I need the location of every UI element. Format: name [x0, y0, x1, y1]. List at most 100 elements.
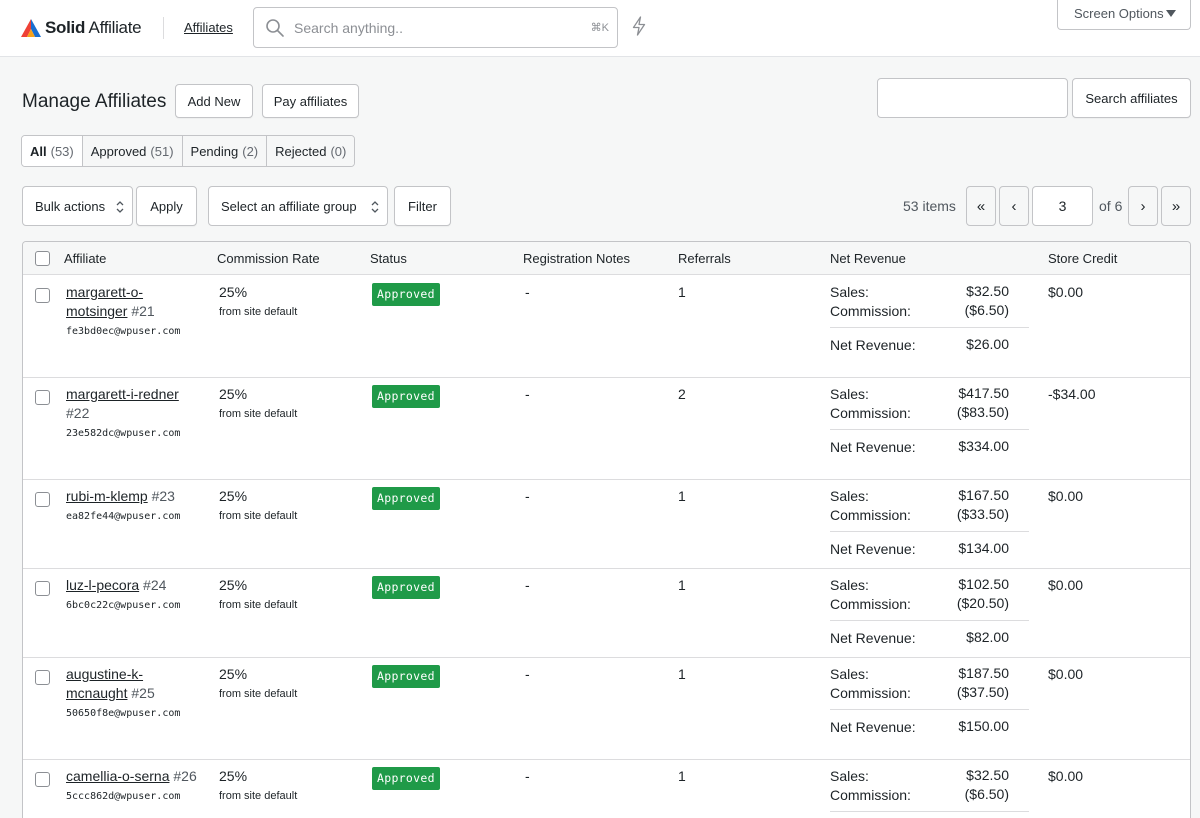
affiliate-name-link[interactable]: margarett-i-redner: [66, 386, 179, 402]
table-row: rubi-m-klemp #23 ea82fe44@wpuser.com 25%…: [23, 480, 1190, 569]
affiliate-name-link[interactable]: motsinger: [66, 303, 128, 319]
status-badge: Approved: [372, 283, 440, 306]
column-store-credit[interactable]: Store Credit: [1048, 251, 1118, 266]
first-page-button[interactable]: «: [966, 186, 996, 226]
search-affiliates-button[interactable]: Search affiliates: [1072, 78, 1191, 118]
affiliate-name-cell: rubi-m-klemp #23: [66, 487, 216, 506]
affiliate-name-link[interactable]: augustine-k-: [66, 666, 144, 682]
row-checkbox[interactable]: [35, 492, 50, 507]
commission-rate-source: from site default: [219, 408, 298, 420]
sales-amount: $417.50: [958, 385, 1009, 401]
column-affiliate[interactable]: Affiliate: [64, 251, 107, 266]
column-registration-notes[interactable]: Registration Notes: [523, 251, 630, 266]
status-filter-tabs: All (53) Approved (51) Pending (2) Rejected…: [21, 135, 356, 167]
commission-label: Commission:: [830, 787, 911, 803]
affiliate-group-select[interactable]: Select an affiliate group: [208, 186, 388, 226]
column-net-revenue[interactable]: Net Revenue: [830, 251, 906, 266]
nav-affiliates-link[interactable]: Affiliates: [184, 20, 233, 35]
select-all-checkbox[interactable]: [35, 251, 50, 266]
net-revenue-label: Net Revenue:: [830, 439, 916, 455]
select-arrows-icon: [371, 201, 379, 213]
affiliate-email: 6bc0c22c@wpuser.com: [66, 600, 181, 611]
select-arrows-icon: [116, 201, 124, 213]
status-badge: Approved: [372, 385, 440, 408]
bulk-actions-select[interactable]: Bulk actions: [22, 186, 133, 226]
affiliate-email: 50650f8e@wpuser.com: [66, 708, 181, 719]
sales-label: Sales:: [830, 577, 869, 593]
brand-logo[interactable]: Solid Affiliate: [20, 17, 142, 39]
search-input[interactable]: [294, 17, 574, 39]
table-header: Affiliate Commission Rate Status Registr…: [23, 242, 1190, 275]
commission-label: Commission:: [830, 596, 911, 612]
affiliate-name-link[interactable]: camellia-o-serna: [66, 768, 170, 784]
affiliate-name-cell: camellia-o-serna #26: [66, 767, 216, 786]
next-page-button[interactable]: ›: [1128, 186, 1158, 226]
screen-options-label: Screen Options: [1074, 6, 1164, 21]
column-status[interactable]: Status: [370, 251, 407, 266]
referrals-count: 1: [678, 768, 686, 784]
commission-amount: ($6.50): [964, 786, 1009, 802]
net-revenue-label: Net Revenue:: [830, 541, 916, 557]
status-badge: Approved: [372, 576, 440, 599]
net-revenue-amount: $150.00: [958, 718, 1009, 734]
sales-label: Sales:: [830, 768, 869, 784]
table-row: margarett-o- motsinger #21 fe3bd0ec@wpus…: [23, 276, 1190, 378]
apply-button[interactable]: Apply: [136, 186, 197, 226]
affiliate-name-link[interactable]: margarett-o-: [66, 284, 144, 300]
bulk-actions-label: Bulk actions: [35, 198, 106, 214]
status-badge: Approved: [372, 767, 440, 790]
lightning-icon[interactable]: [631, 16, 647, 36]
row-checkbox[interactable]: [35, 670, 50, 685]
brand-name: Solid Affiliate: [45, 18, 142, 37]
net-revenue-amount: $334.00: [958, 438, 1009, 454]
registration-notes: -: [525, 386, 530, 402]
pay-affiliates-button[interactable]: Pay affiliates: [262, 84, 359, 118]
store-credit: $0.00: [1048, 488, 1084, 504]
affiliate-name-link[interactable]: mcnaught: [66, 685, 128, 701]
commission-rate-source: from site default: [219, 790, 298, 802]
affiliate-email: 23e582dc@wpuser.com: [66, 428, 181, 439]
row-checkbox[interactable]: [35, 288, 50, 303]
store-credit: -$34.00: [1048, 386, 1096, 402]
current-page-input[interactable]: [1032, 186, 1093, 226]
affiliate-name-cell: margarett-o- motsinger #21: [66, 283, 186, 321]
affiliate-name-link[interactable]: luz-l-pecora: [66, 577, 140, 593]
global-search[interactable]: ⌘K: [253, 7, 618, 48]
table-row: augustine-k- mcnaught #25 50650f8e@wpuse…: [23, 658, 1190, 760]
store-credit: $0.00: [1048, 768, 1084, 784]
screen-options-button[interactable]: Screen Options: [1057, 0, 1191, 30]
table-row: margarett-i-redner #22 23e582dc@wpuser.c…: [23, 378, 1190, 480]
column-referrals[interactable]: Referrals: [678, 251, 731, 266]
row-checkbox[interactable]: [35, 390, 50, 405]
registration-notes: -: [525, 768, 530, 784]
referrals-count: 1: [678, 577, 686, 593]
store-credit: $0.00: [1048, 666, 1084, 682]
row-checkbox[interactable]: [35, 772, 50, 787]
affiliate-name-link[interactable]: rubi-m-klemp: [66, 488, 148, 504]
sales-amount: $32.50: [966, 283, 1009, 299]
tab-approved[interactable]: Approved (51): [82, 136, 183, 166]
net-revenue-label: Net Revenue:: [830, 337, 916, 353]
table-row: luz-l-pecora #24 6bc0c22c@wpuser.com 25%…: [23, 569, 1190, 658]
store-credit: $0.00: [1048, 284, 1084, 300]
tab-all[interactable]: All (53): [22, 136, 83, 166]
add-new-button[interactable]: Add New: [175, 84, 253, 118]
column-commission-rate[interactable]: Commission Rate: [217, 251, 320, 266]
tab-pending[interactable]: Pending (2): [182, 136, 268, 166]
registration-notes: -: [525, 488, 530, 504]
affiliate-name-cell: luz-l-pecora #24: [66, 576, 216, 595]
affiliates-table: Affiliate Commission Rate Status Registr…: [22, 241, 1191, 818]
prev-page-button[interactable]: ‹: [999, 186, 1029, 226]
tab-rejected[interactable]: Rejected (0): [267, 136, 355, 166]
row-checkbox[interactable]: [35, 581, 50, 596]
commission-rate: 25%: [219, 386, 248, 402]
sales-amount: $167.50: [958, 487, 1009, 503]
last-page-button[interactable]: »: [1161, 186, 1191, 226]
search-affiliates-input[interactable]: [877, 78, 1068, 118]
filter-button[interactable]: Filter: [394, 186, 451, 226]
referrals-count: 2: [678, 386, 686, 402]
referrals-count: 1: [678, 488, 686, 504]
revenue-divider: [830, 327, 1029, 328]
affiliate-id: #26: [173, 768, 197, 784]
affiliate-email: fe3bd0ec@wpuser.com: [66, 326, 181, 337]
